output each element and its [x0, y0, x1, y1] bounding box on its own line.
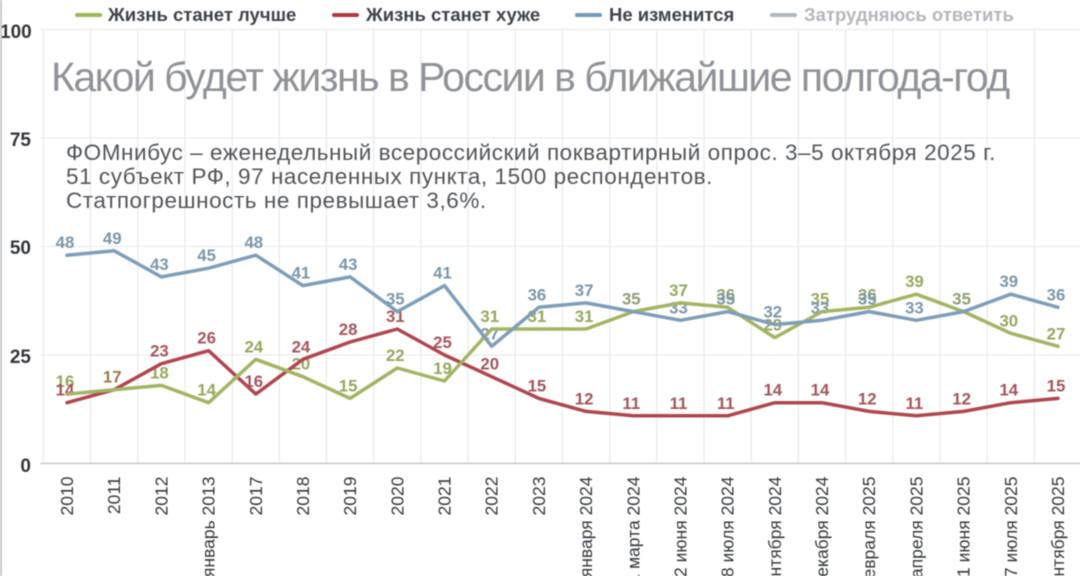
svg-text:17: 17: [103, 368, 122, 387]
svg-text:41: 41: [433, 264, 452, 283]
svg-text:43: 43: [339, 255, 358, 274]
svg-text:16: 16: [56, 372, 75, 391]
svg-text:2 июня 2024: 2 июня 2024: [671, 476, 691, 576]
svg-text:20: 20: [480, 355, 499, 374]
svg-text:12: 12: [952, 389, 971, 408]
svg-text:35: 35: [622, 290, 641, 309]
svg-text:49: 49: [103, 229, 122, 248]
svg-text:36: 36: [1047, 285, 1066, 304]
svg-text:2010: 2010: [57, 476, 77, 515]
svg-text:2023: 2023: [529, 477, 549, 516]
svg-text:33: 33: [905, 298, 924, 317]
svg-text:12: 12: [858, 389, 877, 408]
svg-text:45: 45: [197, 246, 216, 265]
svg-text:15: 15: [339, 376, 358, 395]
svg-text:2 февраля 2025: 2 февраля 2025: [859, 477, 879, 576]
svg-text:41: 41: [292, 264, 311, 283]
svg-text:11: 11: [717, 394, 735, 413]
svg-text:2022: 2022: [482, 477, 502, 516]
svg-text:1 июня 2025: 1 июня 2025: [954, 477, 974, 576]
svg-text:11: 11: [906, 394, 924, 413]
svg-text:23: 23: [150, 342, 169, 361]
svg-text:2020: 2020: [387, 476, 407, 515]
svg-text:32: 32: [763, 303, 782, 322]
svg-text:8 сентября 2024: 8 сентября 2024: [765, 476, 785, 576]
svg-text:14: 14: [763, 381, 782, 400]
svg-text:11: 11: [670, 394, 688, 413]
svg-text:7 июля 2025: 7 июля 2025: [1001, 477, 1021, 576]
svg-text:8 декабря 2024: 8 декабря 2024: [812, 476, 832, 576]
svg-text:43: 43: [150, 255, 169, 274]
svg-text:48: 48: [244, 233, 263, 252]
svg-text:2011: 2011: [104, 477, 124, 515]
svg-text:15: 15: [528, 376, 547, 395]
svg-text:35: 35: [952, 290, 971, 309]
svg-text:24: 24: [292, 337, 311, 356]
svg-text:36: 36: [716, 285, 735, 304]
svg-text:14 января 2024: 14 января 2024: [576, 476, 596, 576]
svg-text:25: 25: [433, 333, 452, 352]
svg-text:11: 11: [622, 394, 640, 413]
svg-text:6 апреля 2025: 6 апреля 2025: [906, 477, 926, 576]
svg-text:31: 31: [480, 307, 499, 326]
svg-text:24: 24: [244, 337, 263, 356]
svg-text:22: 22: [386, 346, 405, 365]
svg-text:35: 35: [386, 290, 405, 309]
svg-text:31 марта 2024: 31 марта 2024: [623, 476, 643, 576]
svg-text:январь 2013: январь 2013: [199, 477, 219, 576]
svg-text:14: 14: [811, 381, 830, 400]
svg-text:7 сентября 2025: 7 сентября 2025: [1048, 477, 1068, 576]
svg-text:33: 33: [669, 298, 688, 317]
svg-text:8 июля 2024: 8 июля 2024: [718, 476, 738, 576]
svg-text:36: 36: [858, 285, 877, 304]
svg-text:30: 30: [999, 311, 1018, 330]
svg-text:2021: 2021: [435, 477, 455, 516]
svg-text:27: 27: [1047, 324, 1066, 343]
svg-text:35: 35: [811, 290, 830, 309]
svg-text:48: 48: [56, 233, 75, 252]
svg-text:37: 37: [669, 281, 688, 300]
svg-text:14: 14: [56, 381, 75, 400]
svg-text:36: 36: [528, 285, 547, 304]
svg-text:35: 35: [858, 290, 877, 309]
svg-text:19: 19: [433, 359, 452, 378]
svg-text:28: 28: [339, 320, 358, 339]
svg-text:39: 39: [999, 272, 1018, 291]
svg-text:15: 15: [1047, 376, 1066, 395]
svg-text:39: 39: [905, 272, 924, 291]
svg-text:12: 12: [575, 389, 594, 408]
svg-text:37: 37: [575, 281, 594, 300]
svg-text:35: 35: [716, 290, 735, 309]
svg-text:2018: 2018: [293, 477, 313, 516]
svg-text:31: 31: [575, 307, 594, 326]
svg-text:14: 14: [197, 381, 216, 400]
svg-text:26: 26: [197, 329, 216, 348]
svg-text:14: 14: [999, 381, 1018, 400]
svg-text:2017: 2017: [246, 477, 266, 516]
svg-text:2019: 2019: [340, 477, 360, 516]
svg-text:2012: 2012: [151, 477, 171, 516]
